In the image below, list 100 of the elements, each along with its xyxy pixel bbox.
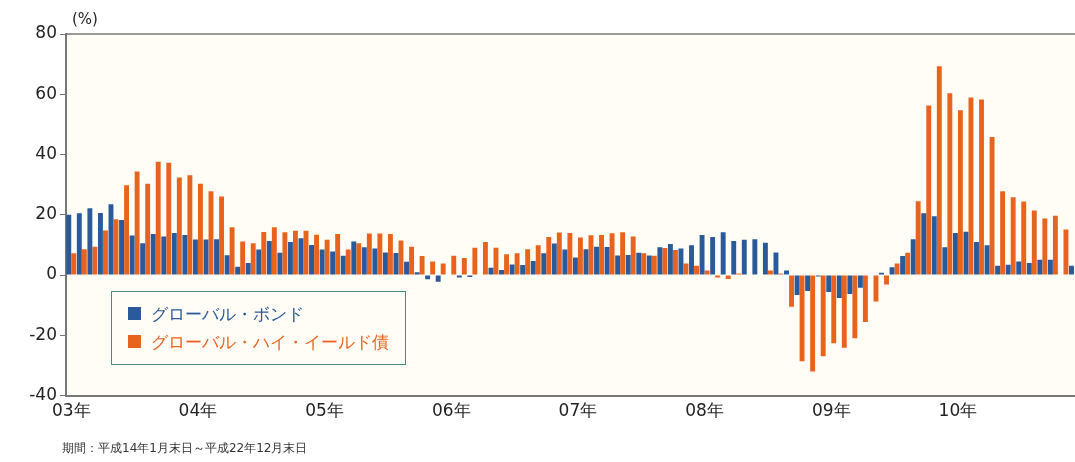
bar	[472, 247, 478, 275]
bar	[509, 264, 515, 275]
bar	[831, 275, 837, 344]
bar	[704, 270, 710, 275]
x-tick-label: 03年	[51, 400, 91, 421]
bar	[641, 253, 647, 275]
bar	[387, 234, 393, 275]
bar	[957, 110, 963, 275]
bar	[630, 236, 636, 275]
bar	[905, 252, 911, 275]
bar	[841, 275, 847, 348]
bar	[197, 183, 203, 275]
bar	[1016, 261, 1022, 275]
bar	[266, 241, 272, 275]
bar	[372, 248, 378, 275]
bar	[646, 255, 652, 275]
bar	[277, 252, 283, 275]
bar	[546, 237, 552, 275]
bar	[161, 236, 167, 275]
bar	[952, 232, 958, 275]
bar	[102, 230, 108, 275]
bar	[900, 256, 906, 275]
x-tick-label: 09年	[811, 400, 851, 421]
bar	[66, 214, 72, 275]
bar	[826, 275, 832, 292]
bar	[699, 234, 705, 275]
bar	[784, 270, 789, 275]
bar	[261, 231, 267, 275]
bar	[594, 246, 599, 275]
bar	[224, 255, 230, 275]
bar	[1031, 210, 1037, 275]
bar	[176, 177, 182, 275]
bar	[767, 270, 773, 275]
bar	[556, 232, 562, 275]
bar	[936, 66, 942, 275]
bar	[762, 242, 768, 275]
bar	[794, 275, 800, 295]
bar	[287, 241, 293, 275]
y-tick-label: 0	[46, 263, 57, 284]
bar	[562, 249, 568, 275]
bar	[314, 234, 320, 275]
bar	[1069, 265, 1074, 275]
bar	[187, 175, 193, 275]
text: 期間：平成14年1月末日～平成22年12月末日	[62, 440, 308, 457]
bar	[805, 275, 811, 292]
bar	[171, 232, 177, 275]
bar	[884, 275, 889, 285]
y-axis-title: (%)	[72, 10, 98, 29]
bar	[129, 235, 135, 275]
bar	[852, 275, 858, 339]
y-tick-label: 80	[35, 22, 57, 43]
bar	[926, 105, 932, 275]
bar	[87, 208, 93, 275]
bar	[335, 234, 341, 275]
y-tick-label: 60	[35, 82, 57, 103]
bar	[530, 260, 536, 275]
bar	[71, 253, 77, 275]
bar	[979, 99, 984, 275]
bar	[604, 247, 610, 275]
bar	[166, 162, 172, 275]
bar	[657, 247, 663, 275]
bar	[636, 252, 642, 275]
bar	[245, 263, 251, 275]
bar	[989, 137, 995, 275]
bar	[134, 171, 140, 275]
y-tick-label: 40	[35, 142, 57, 163]
bar	[382, 252, 388, 275]
bar	[599, 234, 604, 275]
bar	[984, 245, 990, 275]
bar	[282, 232, 288, 275]
bar	[1042, 218, 1048, 275]
bar	[1010, 197, 1016, 275]
x-tick-label: 08年	[685, 400, 724, 421]
bar	[609, 233, 615, 275]
x-tick-label: 05年	[305, 400, 344, 421]
bar	[366, 233, 372, 275]
bar	[551, 243, 557, 275]
x-tick-label: 06年	[431, 400, 471, 421]
bar	[309, 244, 314, 275]
bar	[271, 227, 277, 275]
bar	[789, 275, 794, 307]
y-tick-label: 20	[35, 203, 57, 224]
bar	[124, 185, 130, 275]
bar	[419, 256, 425, 275]
bar	[720, 232, 726, 275]
bar	[182, 234, 188, 275]
bar	[92, 246, 98, 275]
bar	[504, 254, 509, 275]
bar	[910, 239, 916, 275]
bar	[694, 265, 699, 275]
bar	[847, 275, 853, 295]
bar	[799, 275, 805, 362]
bar	[1047, 259, 1053, 275]
bar	[689, 245, 694, 275]
bar	[1021, 201, 1027, 275]
bar	[351, 241, 357, 275]
bar	[319, 249, 325, 275]
bar	[963, 231, 969, 275]
y-tick-label: -20	[29, 323, 57, 344]
bar	[461, 257, 467, 275]
